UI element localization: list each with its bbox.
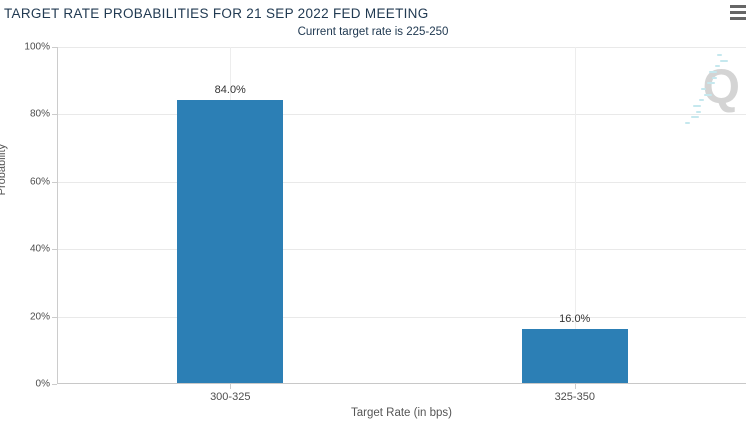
hamburger-menu-icon[interactable] bbox=[730, 5, 746, 20]
bar-value-label: 84.0% bbox=[214, 83, 246, 96]
x-axis-tick bbox=[230, 384, 232, 389]
y-axis-title: Probability bbox=[0, 143, 8, 196]
y-axis-tick bbox=[52, 47, 57, 48]
y-gridline bbox=[58, 249, 746, 251]
x-axis-tick bbox=[574, 384, 576, 389]
y-tick-label: 100% bbox=[24, 41, 50, 53]
y-gridline bbox=[58, 114, 746, 116]
y-tick-label: 20% bbox=[29, 311, 50, 323]
y-tick-label: 0% bbox=[35, 378, 50, 390]
chart-subtitle: Current target rate is 225-250 bbox=[297, 26, 449, 38]
y-tick-label: 80% bbox=[29, 108, 50, 120]
y-axis-tick bbox=[52, 181, 57, 183]
y-gridline bbox=[58, 47, 746, 48]
y-gridline bbox=[58, 181, 746, 183]
y-tick-label: 60% bbox=[29, 176, 50, 188]
hamburger-bar bbox=[730, 5, 746, 8]
bar-325-350[interactable]: 16.0% bbox=[521, 313, 628, 383]
bar-300-325[interactable]: 84.0% bbox=[177, 84, 284, 383]
hamburger-bar bbox=[730, 11, 746, 14]
bar-value-label: 16.0% bbox=[559, 313, 591, 326]
y-axis-tick bbox=[52, 249, 57, 251]
x-tick-label: 325-350 bbox=[554, 391, 595, 403]
y-axis-tick bbox=[52, 316, 57, 318]
x-axis-title: Target Rate (in bps) bbox=[351, 407, 452, 419]
y-axis-tick bbox=[52, 384, 57, 385]
y-tick-label: 40% bbox=[29, 243, 50, 255]
y-gridline bbox=[58, 316, 746, 318]
x-gridline bbox=[574, 47, 576, 383]
x-tick-label: 300-325 bbox=[210, 391, 251, 403]
y-axis-tick bbox=[52, 114, 57, 116]
chart-title: TARGET RATE PROBABILITIES FOR 21 SEP 202… bbox=[4, 6, 429, 21]
hamburger-bar bbox=[730, 17, 746, 20]
plot-area: 0% 20% 40% 60% 80% 100% 84.0% 300-325 16.0% 325-3… bbox=[24, 42, 746, 403]
